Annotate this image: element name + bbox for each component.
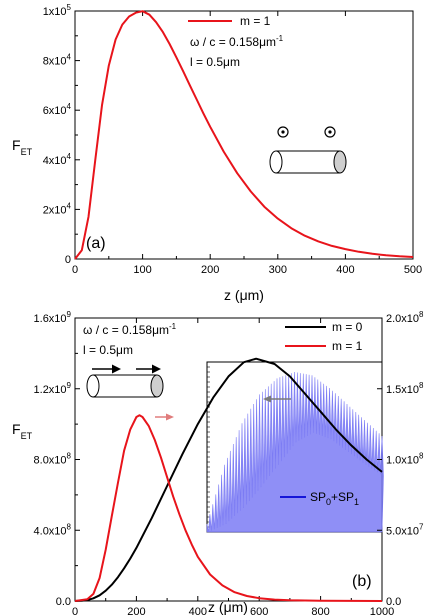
nanowire-cylinder-icon xyxy=(269,150,347,174)
right-y-tick-label: 5.0x107 xyxy=(386,522,424,537)
x-tick-label: 200 xyxy=(127,606,145,615)
panel-b-right-y-ticks: 0.0 5.0x107 1.0x108 1.5x108 2.0x108 xyxy=(377,310,424,608)
panel-a-length-note: l = 0.5μm xyxy=(190,55,240,69)
panel-a-series xyxy=(74,10,414,260)
x-tick-label: 400 xyxy=(189,606,207,615)
y-tick-label: 8x104 xyxy=(43,53,72,68)
panel-b-label: (b) xyxy=(352,573,372,590)
panel-b-length-note: l = 0.5μm xyxy=(83,343,133,357)
panel-b-frequency-note: ω / c = 0.158μm-1 xyxy=(83,322,177,337)
inset-chart: SP0+SP1 xyxy=(206,361,384,533)
panel-b-legend-label-m0: m = 0 xyxy=(332,320,363,334)
panel-b-series xyxy=(74,357,383,602)
x-tick-label: 600 xyxy=(250,606,268,615)
x-tick-label: 800 xyxy=(311,606,329,615)
inset-legend-label: SP0+SP1 xyxy=(310,490,359,507)
series-line-m-1 xyxy=(74,10,414,260)
right-axis-indicator-arrow xyxy=(155,413,174,421)
x-tick-label: 400 xyxy=(336,264,354,276)
panel-a-x-axis-label: z (μm) xyxy=(224,287,264,303)
y-tick-label: 8.0x108 xyxy=(34,452,72,467)
panel-b-y-ticks: 0.0 4.0x108 8.0x108 1.2x109 1.6x109 xyxy=(34,310,80,608)
panel-a-label: (a) xyxy=(86,235,106,252)
y-tick-label: 0.0 xyxy=(56,596,71,608)
series-line-m-1 xyxy=(74,414,383,602)
x-tick-label: 500 xyxy=(404,264,422,276)
right-y-tick-label: 0.0 xyxy=(386,596,401,608)
left-axis-indicator-arrow xyxy=(263,395,291,403)
panel-a-x-ticks: 0 100 200 300 400 500 xyxy=(72,11,422,276)
x-tick-label: 300 xyxy=(269,264,287,276)
panel-a-chart: 0 100 200 300 400 500 0 2x104 4x104 6x104 8x104 1x… xyxy=(12,3,422,303)
panel-a-frequency-note: ω / c = 0.158μm-1 xyxy=(190,34,284,49)
right-y-tick-label: 2.0x108 xyxy=(386,310,424,325)
y-tick-label: 4.0x108 xyxy=(34,522,72,537)
dipole-arrows-icon xyxy=(92,364,161,374)
y-tick-label: 1.6x109 xyxy=(34,310,72,325)
x-tick-label: 100 xyxy=(133,264,151,276)
panel-b-chart: SP0+SP1 0 200 400 600 800 1000 0.0 4.0x108 8.0x… xyxy=(12,310,424,615)
panel-b-x-axis-label: z (μm) xyxy=(208,599,248,615)
right-y-tick-label: 1.5x108 xyxy=(386,381,424,396)
y-tick-label: 2x104 xyxy=(43,201,72,216)
x-tick-label: 0 xyxy=(72,606,78,615)
x-tick-label: 200 xyxy=(201,264,219,276)
dipole-out-of-plane-icon xyxy=(277,126,336,138)
panel-a-legend-label: m = 1 xyxy=(240,14,271,28)
right-y-tick-label: 1.0x108 xyxy=(386,452,424,467)
inset-band-series xyxy=(206,371,384,533)
y-tick-label: 6x104 xyxy=(43,102,72,117)
panel-a-y-ticks: 0 2x104 4x104 6x104 8x104 1x105 xyxy=(43,3,80,266)
panel-a-y-axis-label: FET xyxy=(12,137,33,157)
y-tick-label: 1x105 xyxy=(43,3,72,18)
y-tick-label: 0 xyxy=(65,254,71,266)
y-tick-label: 4x104 xyxy=(43,152,72,167)
series-line-m-0 xyxy=(74,357,383,602)
x-tick-label: 0 xyxy=(72,264,78,276)
panel-b-legend-label-m1: m = 1 xyxy=(332,339,363,353)
x-tick-label: 1000 xyxy=(370,606,394,615)
y-tick-label: 1.2x109 xyxy=(34,381,72,396)
inset-series xyxy=(206,371,384,533)
nanowire-cylinder-icon-b xyxy=(86,374,164,398)
panel-b-y-axis-label: FET xyxy=(12,421,33,441)
